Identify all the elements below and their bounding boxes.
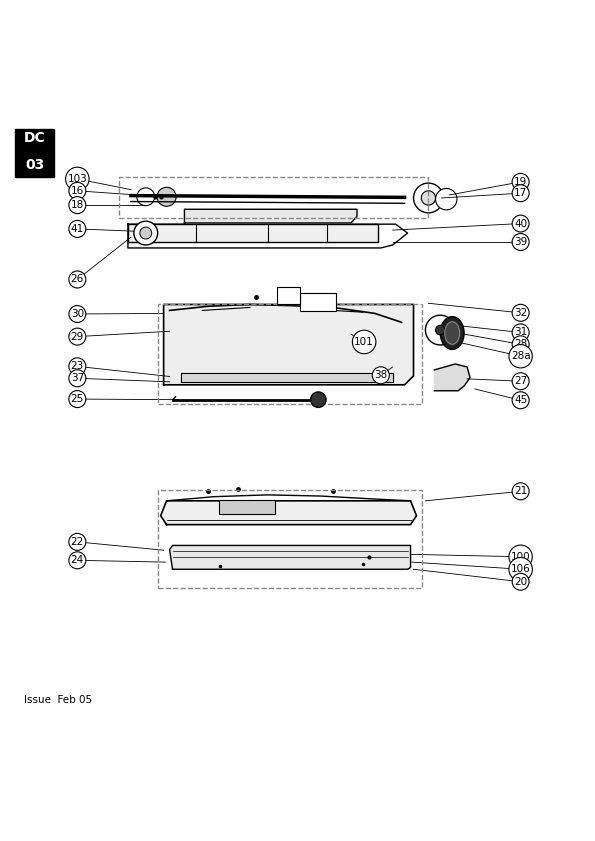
Polygon shape bbox=[181, 373, 393, 382]
Text: 31: 31 bbox=[514, 327, 527, 337]
Polygon shape bbox=[184, 209, 357, 223]
FancyBboxPatch shape bbox=[277, 287, 300, 304]
Text: 39: 39 bbox=[514, 237, 527, 247]
Text: 40: 40 bbox=[514, 219, 527, 229]
FancyBboxPatch shape bbox=[15, 129, 54, 153]
FancyBboxPatch shape bbox=[219, 500, 275, 514]
Text: 20: 20 bbox=[514, 577, 527, 587]
Text: 32: 32 bbox=[514, 308, 527, 318]
Ellipse shape bbox=[440, 317, 464, 349]
Text: 27: 27 bbox=[514, 376, 527, 386]
Circle shape bbox=[421, 191, 436, 205]
Circle shape bbox=[134, 221, 158, 245]
Text: 19: 19 bbox=[514, 177, 527, 187]
Circle shape bbox=[157, 188, 176, 206]
Circle shape bbox=[137, 188, 155, 206]
Ellipse shape bbox=[445, 322, 460, 344]
Text: 03: 03 bbox=[25, 157, 44, 172]
Text: 18: 18 bbox=[71, 200, 84, 210]
Text: 22: 22 bbox=[71, 537, 84, 547]
FancyBboxPatch shape bbox=[15, 153, 54, 177]
Text: 28: 28 bbox=[514, 339, 527, 349]
Circle shape bbox=[425, 315, 455, 345]
Text: 29: 29 bbox=[71, 331, 84, 341]
Polygon shape bbox=[434, 364, 470, 391]
Text: 101: 101 bbox=[354, 337, 374, 347]
Polygon shape bbox=[164, 304, 414, 385]
Text: DC: DC bbox=[24, 131, 45, 145]
Polygon shape bbox=[128, 225, 378, 242]
Text: 106: 106 bbox=[511, 564, 531, 574]
Circle shape bbox=[140, 227, 152, 239]
Circle shape bbox=[414, 183, 443, 213]
Text: 23: 23 bbox=[71, 362, 84, 372]
Text: 16: 16 bbox=[71, 186, 84, 196]
Text: 25: 25 bbox=[71, 394, 84, 404]
Text: 45: 45 bbox=[514, 395, 527, 405]
Text: 24: 24 bbox=[71, 555, 84, 565]
Text: 26: 26 bbox=[71, 274, 84, 284]
Text: 28a: 28a bbox=[511, 352, 530, 362]
Polygon shape bbox=[161, 501, 416, 525]
Text: 17: 17 bbox=[514, 188, 527, 198]
Text: 37: 37 bbox=[71, 373, 84, 383]
Circle shape bbox=[436, 188, 457, 210]
Text: 103: 103 bbox=[67, 174, 87, 184]
Text: 38: 38 bbox=[374, 370, 387, 380]
Text: 30: 30 bbox=[71, 309, 84, 319]
Text: 41: 41 bbox=[71, 224, 84, 234]
Circle shape bbox=[311, 392, 326, 407]
Text: 21: 21 bbox=[514, 486, 527, 496]
Polygon shape bbox=[170, 546, 411, 569]
FancyBboxPatch shape bbox=[300, 294, 336, 311]
Circle shape bbox=[436, 325, 445, 335]
Text: Issue  Feb 05: Issue Feb 05 bbox=[24, 695, 92, 705]
Text: 100: 100 bbox=[511, 552, 530, 562]
